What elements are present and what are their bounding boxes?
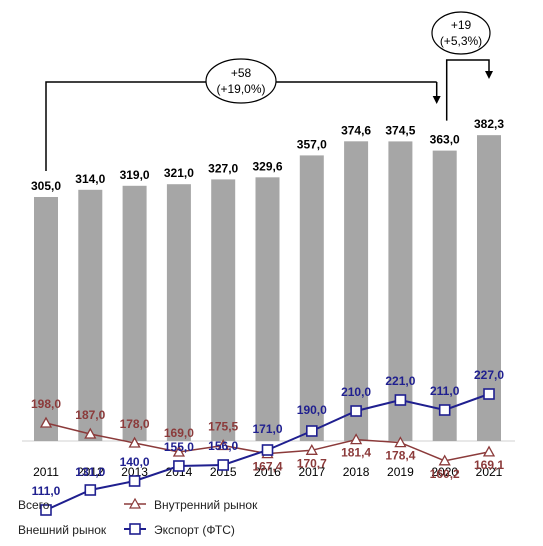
- bar-label: 382,3: [474, 117, 504, 131]
- legend-item-total: Всего: [18, 498, 50, 512]
- label-domestic: 169,1: [474, 458, 504, 472]
- label-export: 155,0: [164, 440, 194, 454]
- annotation-bracket-1: [45, 81, 437, 171]
- x-tick-label: 2019: [387, 465, 414, 479]
- point-export: [128, 475, 141, 487]
- point-domestic: [84, 427, 97, 439]
- bar-total: [78, 189, 103, 441]
- label-export: 156,0: [208, 439, 238, 453]
- bar-total: [166, 184, 191, 441]
- bar-total: [344, 141, 369, 441]
- annotation-text-2a: +19: [451, 18, 472, 32]
- legend-item-export: Экспорт (ФТС): [154, 523, 235, 537]
- label-export: 211,0: [430, 384, 460, 398]
- x-tick-label: 2015: [210, 465, 237, 479]
- bar-label: 374,6: [341, 123, 371, 137]
- bar-total: [122, 185, 147, 441]
- label-domestic: 170,7: [297, 456, 327, 470]
- legend-marker-export: [129, 523, 141, 535]
- label-domestic: 178,0: [120, 417, 150, 431]
- point-export: [350, 405, 362, 417]
- x-tick-label: 2020: [431, 465, 458, 479]
- bar-total: [432, 150, 457, 441]
- label-export: 227,0: [474, 368, 504, 382]
- point-export: [394, 394, 407, 406]
- annotation-arrow-1: [432, 96, 441, 104]
- point-export: [217, 459, 229, 471]
- bar-label: 374,5: [385, 123, 415, 137]
- label-export: 221,0: [385, 374, 415, 388]
- label-domestic: 198,0: [31, 397, 61, 411]
- x-tick-label: 2016: [254, 465, 281, 479]
- bar-label: 314,0: [75, 172, 105, 186]
- annotation-text-2b: (+5,3%): [440, 34, 482, 48]
- label-export: 140,0: [120, 455, 150, 469]
- annotation-text-1b: (+19,0%): [216, 82, 265, 96]
- label-domestic: 181,4: [341, 446, 371, 460]
- point-domestic: [394, 436, 407, 448]
- annotation-bubble-1: [205, 58, 277, 104]
- label-export: 131,0: [75, 465, 105, 479]
- point-export: [84, 484, 97, 496]
- bar-label: 319,0: [120, 168, 150, 182]
- annotation-bracket-2: [445, 59, 490, 121]
- label-export: 190,0: [297, 403, 327, 417]
- point-domestic: [482, 445, 496, 457]
- point-export: [305, 425, 318, 437]
- x-tick-label: 2018: [343, 465, 370, 479]
- bar-label: 363,0: [430, 133, 460, 147]
- point-export: [438, 404, 451, 416]
- label-domestic: 187,0: [75, 408, 105, 422]
- point-domestic: [39, 416, 53, 428]
- point-export: [483, 388, 495, 400]
- point-domestic: [438, 454, 451, 466]
- bar-total: [34, 197, 58, 441]
- label-export: 111,0: [32, 484, 61, 498]
- bar-total: [255, 177, 280, 441]
- point-export: [261, 444, 274, 456]
- bar-total: [211, 179, 236, 441]
- point-domestic: [349, 433, 363, 445]
- x-tick-label: 2012: [77, 465, 104, 479]
- legend-item-external: Внешний рынок: [18, 523, 107, 537]
- label-export: 210,0: [341, 385, 371, 399]
- point-export: [40, 504, 52, 516]
- label-export: 171,0: [252, 422, 282, 436]
- annotation-bubble-2: [431, 11, 491, 55]
- label-domestic: 169,0: [164, 426, 194, 440]
- point-domestic: [172, 445, 186, 457]
- bar-total: [299, 155, 324, 441]
- point-domestic: [217, 439, 230, 451]
- point-export: [173, 460, 185, 472]
- point-domestic: [305, 443, 318, 455]
- legend-marker-domestic: [128, 497, 142, 509]
- label-domestic: 175,5: [208, 420, 238, 434]
- x-tick-label: 2013: [121, 465, 148, 479]
- bar-total: [388, 141, 413, 441]
- label-domestic: 167,4: [252, 460, 282, 474]
- bar-label: 321,0: [164, 166, 194, 180]
- x-tick-label: 2017: [298, 465, 325, 479]
- annotation-text-1a: +58: [231, 66, 252, 80]
- bar-label: 305,0: [31, 179, 61, 193]
- point-domestic: [128, 436, 141, 448]
- x-tick-label: 2021: [476, 465, 503, 479]
- label-domestic: 178,4: [385, 449, 415, 463]
- bar-label: 327,0: [208, 161, 238, 175]
- annotation-arrow-2: [485, 71, 493, 79]
- label-domestic: 160,2: [430, 467, 460, 481]
- x-tick-label: 2011: [33, 465, 59, 479]
- legend-item-domestic: Внутренний рынок: [154, 498, 258, 512]
- bar-label: 357,0: [297, 137, 327, 151]
- bar-label: 329,6: [252, 159, 282, 173]
